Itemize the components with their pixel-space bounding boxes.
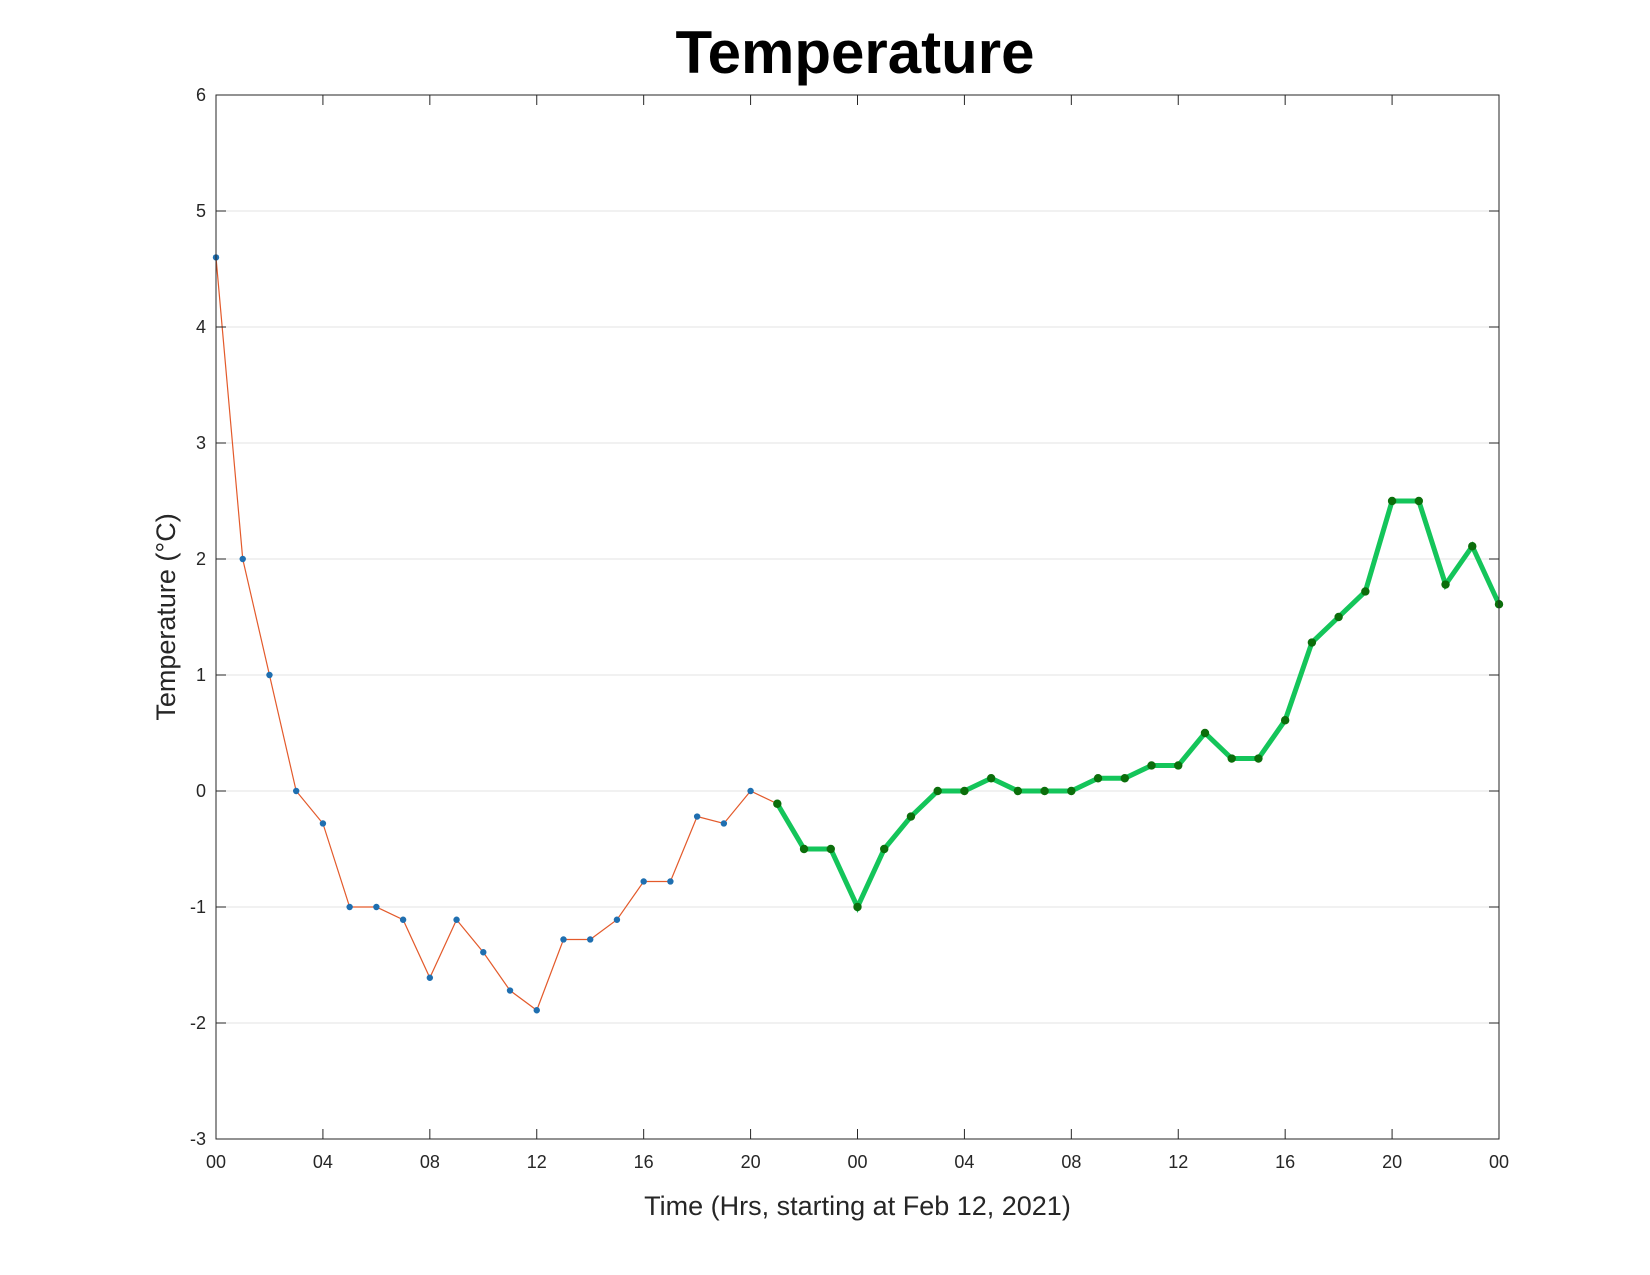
y-tick-label: -3 — [190, 1129, 206, 1149]
x-tick-label: 12 — [527, 1152, 547, 1172]
data-point — [773, 799, 782, 808]
data-point — [799, 844, 809, 854]
data-point — [480, 949, 487, 956]
x-tick-label: 04 — [313, 1152, 333, 1172]
series-line-2 — [775, 498, 1502, 913]
y-tick-label: 3 — [196, 433, 206, 453]
x-tick-label: 12 — [1168, 1152, 1188, 1172]
data-point — [880, 844, 889, 854]
data-point — [1040, 786, 1049, 796]
y-tick-label: 0 — [196, 781, 206, 801]
data-point — [239, 555, 246, 563]
data-point — [319, 820, 327, 827]
data-point — [1067, 786, 1076, 796]
data-point — [1174, 761, 1183, 770]
data-point — [453, 916, 460, 923]
data-point — [1387, 496, 1397, 506]
data-point — [986, 774, 996, 783]
y-tick-label: 6 — [196, 85, 206, 105]
data-point — [1147, 761, 1156, 770]
data-point — [853, 902, 862, 912]
data-point — [1414, 496, 1424, 506]
data-point — [1093, 774, 1103, 783]
chart-title: Temperature — [675, 19, 1035, 86]
x-tick-label: 16 — [1275, 1152, 1295, 1172]
data-point — [960, 786, 969, 796]
data-point — [693, 813, 701, 820]
data-point — [1227, 754, 1236, 763]
data-point — [1441, 580, 1450, 589]
data-point — [560, 936, 567, 943]
x-tick-label: 00 — [1489, 1152, 1509, 1172]
data-point — [1120, 774, 1129, 783]
data-point — [1013, 786, 1023, 796]
x-tick-label: 16 — [634, 1152, 654, 1172]
x-tick-label: 20 — [741, 1152, 761, 1172]
y-tick-label: 2 — [196, 549, 206, 569]
x-tick-label: 20 — [1382, 1152, 1402, 1172]
data-point — [1468, 542, 1477, 551]
x-axis-label: Time (Hrs, starting at Feb 12, 2021) — [644, 1191, 1071, 1221]
x-tick-label: 00 — [206, 1152, 226, 1172]
data-point — [640, 878, 647, 885]
data-point — [747, 787, 754, 795]
y-tick-label: 4 — [196, 317, 206, 337]
data-point — [667, 878, 674, 885]
data-point — [399, 916, 407, 923]
plot-frame — [215, 94, 1500, 1140]
data-point — [826, 844, 835, 854]
data-point — [1307, 638, 1317, 647]
data-point — [346, 903, 353, 911]
data-point — [1200, 728, 1210, 738]
x-tick-label: 08 — [1061, 1152, 1081, 1172]
x-tick-label: 08 — [420, 1152, 440, 1172]
data-point — [292, 787, 300, 795]
data-point — [1254, 754, 1263, 763]
y-axis-label: Temperature (°C) — [151, 513, 181, 720]
series-lines — [215, 257, 1502, 1012]
data-point — [906, 812, 916, 821]
data-point — [613, 916, 621, 923]
data-point — [533, 1007, 540, 1014]
x-tick-label: 00 — [847, 1152, 867, 1172]
x-tick-label: 04 — [954, 1152, 974, 1172]
data-point — [1280, 716, 1290, 725]
data-point — [506, 987, 514, 994]
series-line-1 — [215, 257, 778, 1012]
y-tick-label: -2 — [190, 1013, 206, 1033]
data-point — [587, 936, 594, 943]
y-tick-label: 5 — [196, 201, 206, 221]
y-tick-label: -1 — [190, 897, 206, 917]
data-point — [1334, 612, 1343, 622]
y-tick-label: 1 — [196, 665, 206, 685]
data-point — [720, 820, 728, 827]
data-markers — [212, 254, 1504, 1014]
data-point — [426, 974, 434, 981]
data-point — [933, 786, 942, 796]
data-point — [373, 903, 380, 911]
data-point — [266, 671, 273, 679]
data-point — [1361, 587, 1370, 596]
grid-lines — [216, 210, 1499, 1024]
